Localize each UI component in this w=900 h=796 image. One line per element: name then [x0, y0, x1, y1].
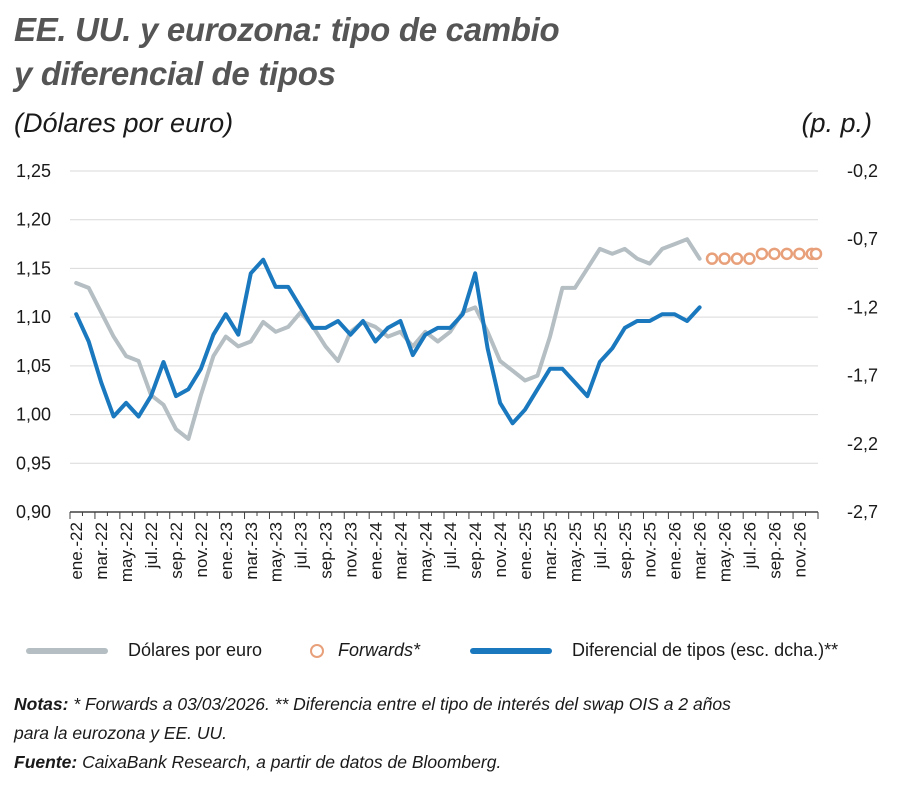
- x-tick-label: mar.-23: [242, 522, 261, 580]
- legend-diff: Diferencial de tipos (esc. dcha.)**: [470, 640, 838, 661]
- forward-point: [730, 252, 744, 265]
- chart-title: EE. UU. y eurozona: tipo de cambio y dif…: [14, 8, 874, 96]
- x-tick-label: jul.-24: [441, 522, 460, 569]
- x-tick-label: sep.-25: [616, 522, 635, 579]
- legend-diff-label: Diferencial de tipos (esc. dcha.)**: [572, 640, 839, 660]
- legend: Dólares por euro Forwards* Diferencial d…: [20, 640, 890, 670]
- right-tick-label: -0,7: [847, 229, 878, 249]
- x-tick-label: jul.-25: [591, 522, 610, 569]
- x-tick-label: jul.-23: [292, 522, 311, 569]
- x-tick-label: may.-24: [416, 522, 435, 582]
- forward-point: [768, 247, 781, 261]
- left-tick-label: 1,15: [16, 258, 51, 278]
- forward-point: [705, 252, 719, 265]
- source-text: CaixaBank Research, a partir de datos de…: [77, 752, 502, 772]
- left-tick-label: 1,00: [16, 405, 51, 425]
- right-axis-unit: (p. p.): [801, 108, 872, 138]
- x-tick-label: mar.-22: [92, 522, 111, 580]
- x-tick-label: ene.-26: [666, 522, 685, 580]
- x-tick-label: nov.-22: [192, 522, 211, 577]
- left-tick-label: 1,10: [16, 307, 51, 327]
- notes-line-1: Notas: * Forwards a 03/03/2026. ** Difer…: [14, 690, 886, 719]
- series-diff-line: [74, 257, 702, 426]
- notes-line-2: para la eurozona y EE. UU.: [14, 723, 228, 743]
- x-tick-label: sep.-23: [317, 522, 336, 579]
- x-tick-label: mar.-26: [691, 522, 710, 580]
- x-tick-label: mar.-24: [391, 522, 410, 580]
- notes-line-3: Fuente: CaixaBank Research, a partir de …: [14, 748, 886, 777]
- legend-usd: Dólares por euro: [26, 640, 262, 661]
- source-label: Fuente:: [14, 752, 78, 772]
- left-tick-label: 1,25: [16, 161, 51, 181]
- legend-usd-label: Dólares por euro: [128, 640, 263, 660]
- forward-point: [743, 252, 756, 265]
- legend-forwards-swatch: [310, 643, 324, 658]
- axes: [69, 511, 819, 519]
- x-tick-label: may.-23: [267, 522, 286, 582]
- chart-title-line-1: EE. UU. y eurozona: tipo de cambio: [14, 11, 560, 48]
- left-tick-label: 0,95: [16, 453, 51, 473]
- left-axis-unit: (Dólares por euro): [14, 108, 234, 138]
- x-tick-label: ene.-22: [67, 522, 86, 580]
- x-tick-label: ene.-25: [516, 522, 535, 580]
- tick-labels: 1,25 1,20 1,15 1,10 1,05 1,00 0,95 0,90 -0,2 -0,7…: [16, 161, 878, 582]
- x-tick-label: nov.-25: [641, 522, 660, 577]
- right-tick-label: -0,2: [847, 161, 878, 181]
- left-tick-label: 1,05: [16, 356, 51, 376]
- left-tick-label: 0,90: [16, 502, 51, 522]
- right-tick-label: -2,2: [847, 434, 878, 454]
- forward-point: [809, 247, 823, 261]
- notes-label: Notas:: [14, 694, 69, 714]
- legend-forwards: Forwards*: [310, 640, 420, 661]
- forward-point: [755, 247, 769, 261]
- x-tick-label: may.-25: [566, 522, 585, 582]
- x-tick-label: jul.-22: [142, 522, 161, 569]
- right-tick-label: -2,7: [847, 502, 878, 522]
- x-tick-label: nov.-26: [790, 522, 809, 577]
- chart-title-line-2: y diferencial de tipos: [14, 55, 336, 92]
- x-tick-label: ene.-24: [366, 522, 385, 580]
- x-tick-label: mar.-25: [541, 522, 560, 580]
- left-tick-label: 1,20: [16, 210, 51, 230]
- x-tick-label: sep.-24: [466, 522, 485, 579]
- grid-lines: [70, 170, 818, 464]
- notes: Notas: * Forwards a 03/03/2026. ** Difer…: [14, 690, 886, 777]
- notes-text-a: * Forwards a 03/03/2026. ** Diferencia e…: [68, 694, 731, 714]
- series-usd-line: [74, 237, 702, 441]
- x-tick-label: nov.-23: [342, 522, 361, 577]
- legend-usd-swatch: [26, 647, 108, 654]
- x-tick-label: sep.-26: [765, 522, 784, 579]
- x-tick-label: may.-26: [716, 522, 735, 582]
- line-chart: 1,25 1,20 1,15 1,10 1,05 1,00 0,95 0,90 -0,2 -0,7…: [16, 161, 878, 582]
- x-tick-label: sep.-22: [167, 522, 186, 579]
- series: [74, 237, 823, 441]
- legend-diff-swatch: [470, 647, 552, 654]
- x-tick-label: nov.-24: [491, 522, 510, 577]
- legend-forwards-label: Forwards*: [338, 640, 421, 660]
- right-tick-label: -1,7: [847, 366, 878, 386]
- x-tick-label: may.-22: [117, 522, 136, 582]
- forward-point: [718, 252, 731, 265]
- right-tick-label: -1,2: [847, 297, 878, 317]
- x-tick-label: jul.-26: [740, 522, 759, 569]
- x-tick-label: ene.-23: [217, 522, 236, 580]
- forward-point: [780, 247, 794, 261]
- forward-point: [793, 247, 806, 261]
